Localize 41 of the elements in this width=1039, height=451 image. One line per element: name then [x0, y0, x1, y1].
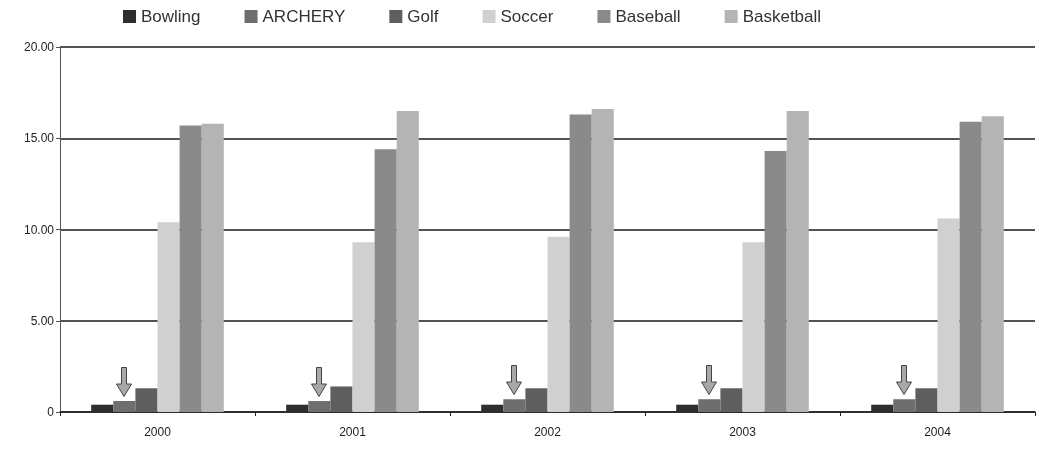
bar	[113, 401, 136, 412]
x-tick-label: 2001	[339, 425, 367, 439]
bar	[959, 121, 982, 412]
bar	[915, 388, 938, 412]
bar	[547, 236, 570, 412]
bar	[157, 222, 180, 412]
bar	[374, 149, 397, 412]
x-tick-label: 2000	[144, 425, 172, 439]
legend-label: Golf	[407, 7, 439, 26]
bar	[981, 116, 1004, 412]
x-tick-label: 2004	[924, 425, 952, 439]
legend-label: Basketball	[742, 7, 822, 26]
y-tick-label: 0	[47, 405, 55, 419]
y-tick-label: 5.00	[30, 313, 55, 328]
y-tick-label: 15.00	[23, 131, 55, 146]
bar	[742, 242, 765, 412]
bar	[201, 123, 224, 412]
x-tick-label: 2003	[729, 425, 757, 439]
bar	[179, 125, 202, 412]
bar	[396, 110, 419, 412]
bar	[893, 399, 916, 412]
legend-label: Baseball	[615, 7, 681, 26]
bar	[720, 388, 743, 412]
bar	[525, 388, 548, 412]
bar	[352, 242, 375, 412]
y-tick-label: 10.00	[23, 222, 55, 237]
bar	[569, 114, 592, 412]
bar	[764, 151, 787, 412]
bar	[330, 386, 353, 412]
legend-label: Soccer	[500, 7, 554, 26]
bar	[308, 401, 331, 412]
bar	[591, 109, 614, 412]
bar	[698, 399, 721, 412]
legend-label: Bowling	[141, 7, 201, 26]
bar	[937, 218, 960, 412]
legend-label: ARCHERY	[262, 7, 346, 26]
bar	[786, 110, 809, 412]
x-tick-label: 2002	[534, 425, 562, 439]
bar	[135, 388, 158, 412]
y-tick-label: 20.00	[23, 40, 55, 54]
bar	[503, 399, 526, 412]
